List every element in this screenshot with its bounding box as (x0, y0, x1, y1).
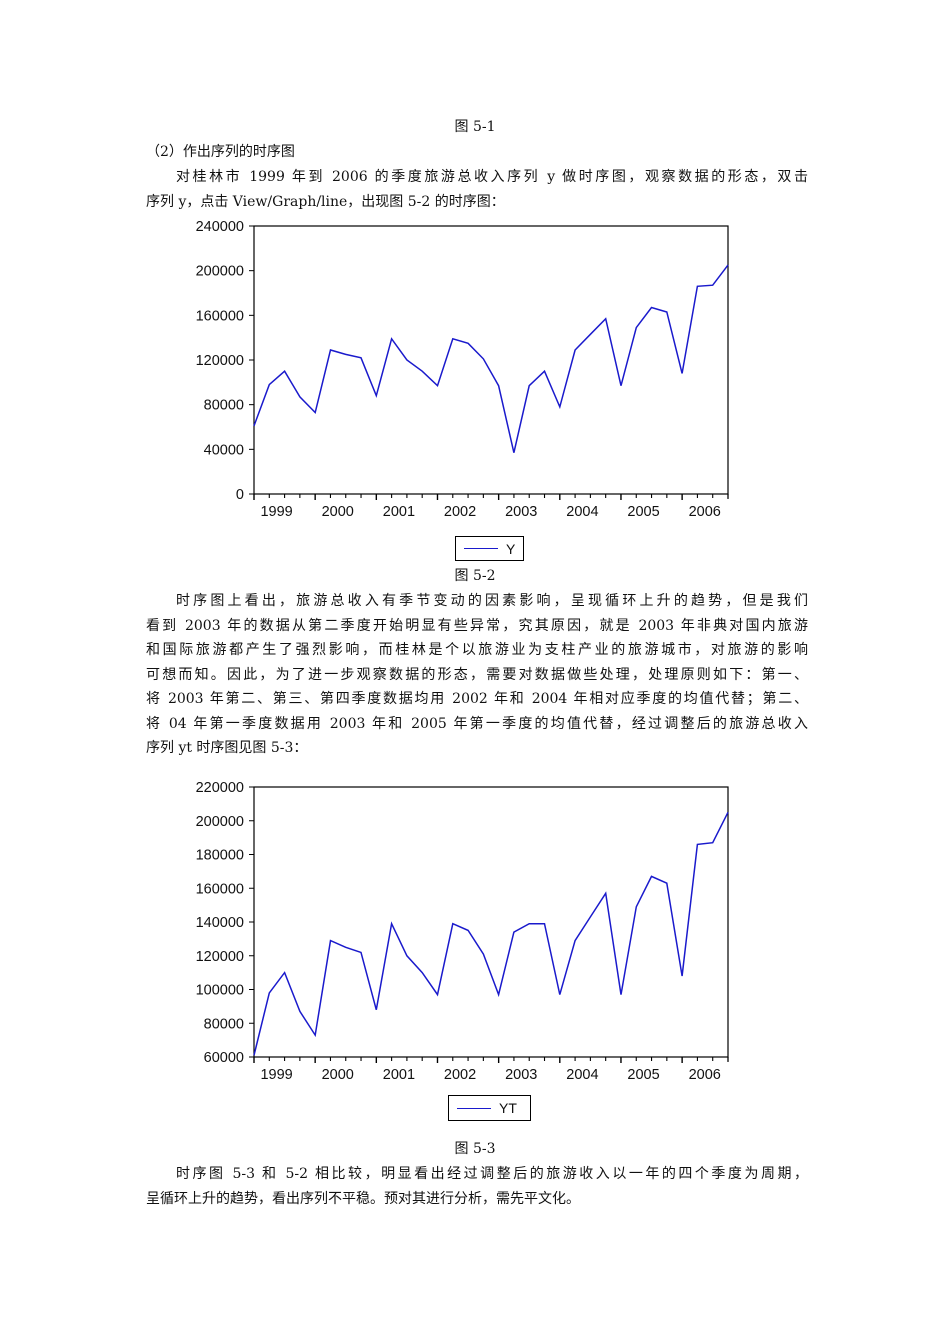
legend-label: YT (499, 1100, 517, 1116)
y-tick-label: 0 (236, 487, 244, 503)
y-tick-label: 80000 (204, 398, 244, 414)
y-tick-label: 120000 (196, 949, 244, 965)
paragraph-line: 将 04 年第一季度数据用 2003 年和 2005 年第一季度的均值代替，经过… (146, 715, 808, 732)
paragraph-line: 时序图上看出，旅游总收入有季节变动的因素影响，呈现循环上升的趋势，但是我们 (176, 593, 808, 609)
intro-paragraph: 对桂林市 1999 年到 2006 的季度旅游总收入序列 y 做时序图，观察数据… (146, 165, 808, 214)
x-tick-label: 2005 (627, 504, 659, 520)
paragraph-line: 时序图 5-3 和 5-2 相比较，明显看出经过调整后的旅游收入以一年的四个季度… (176, 1166, 808, 1182)
y-tick-label: 240000 (196, 219, 244, 235)
paragraph-line: 和国际旅游都产生了强烈影响，而桂林是个以旅游业为支柱产业的旅游城市，对旅游的影响 (146, 642, 808, 658)
paragraph-line: 看到 2003 年的数据从第二季度开始明显有些异常，究其原因，就是 2003 年… (146, 617, 808, 634)
analysis-paragraph: 时序图上看出，旅游总收入有季节变动的因素影响，呈现循环上升的趋势，但是我们 看到… (146, 589, 808, 761)
paragraph-line: 将 2003 年第二、第三、第四季度数据均用 2002 年和 2004 年相对应… (146, 691, 808, 707)
series-line-y (253, 264, 729, 453)
x-tick-label: 2000 (322, 1067, 354, 1083)
chart-canvas: 0 40000 80000 120000 160000 200000 240000 1999 2… (196, 219, 729, 520)
x-tick-label: 1999 (260, 1067, 292, 1083)
x-tick-label: 2003 (505, 504, 537, 520)
x-tick-label: 2005 (627, 1067, 659, 1083)
legend-line-swatch (464, 548, 498, 549)
paragraph-line: 序列 y，点击 View/Graph/line，出现图 5-2 的时序图： (146, 193, 505, 210)
y-tick-label: 160000 (196, 308, 244, 324)
x-tick-label: 1999 (260, 504, 292, 520)
figure-5-3-caption: 图 5-3 (454, 1141, 496, 1157)
x-tick-label: 2002 (444, 1067, 476, 1083)
x-tick-label: 2006 (689, 504, 721, 520)
paragraph-line: 序列 yt 时序图见图 5-3： (146, 740, 308, 756)
y-tick-label: 120000 (196, 353, 244, 369)
plot-frame (253, 786, 729, 1058)
x-tick-label: 2006 (689, 1067, 721, 1083)
figure-5-1-caption: 图 5-1 (454, 119, 496, 135)
x-tick-label: 2001 (383, 504, 415, 520)
y-tick-label: 80000 (204, 1016, 244, 1032)
legend-label: Y (506, 540, 516, 557)
y-tick-label: 100000 (196, 983, 244, 999)
x-tick-label: 2002 (444, 504, 476, 520)
x-tick-label: 2004 (566, 1067, 598, 1083)
chart-canvas: 60000 80000 100000 120000 140000 160000 180000… (196, 780, 729, 1083)
paragraph-line: 呈循环上升的趋势，看出序列不平稳。预对其进行分析，需先平文化。 (146, 1190, 580, 1207)
y-tick-label: 60000 (204, 1050, 244, 1066)
conclusion-paragraph: 时序图 5-3 和 5-2 相比较，明显看出经过调整后的旅游收入以一年的四个季度… (146, 1162, 808, 1211)
x-tick-label: 2003 (505, 1067, 537, 1083)
chart-legend-y: Y (455, 536, 524, 561)
x-tick-label: 2000 (322, 504, 354, 520)
figure-5-2-caption: 图 5-2 (454, 568, 496, 584)
y-tick-label: 140000 (196, 915, 244, 931)
section-heading: （2）作出序列的时序图 (146, 144, 295, 160)
legend-line-swatch (457, 1107, 491, 1109)
y-tick-label: 180000 (196, 848, 244, 864)
y-tick-label: 220000 (196, 780, 244, 796)
x-tick-label: 2001 (383, 1067, 415, 1083)
y-tick-label: 200000 (196, 814, 244, 830)
series-line-yt (253, 811, 729, 1056)
y-tick-label: 40000 (204, 442, 244, 458)
paragraph-line: 对桂林市 1999 年到 2006 的季度旅游总收入序列 y 做时序图，观察数据… (176, 169, 808, 185)
y-tick-label: 160000 (196, 881, 244, 897)
x-tick-label: 2004 (566, 504, 598, 520)
paragraph-line: 可想而知。因此，为了进一步观察数据的形态，需要对数据做些处理，处理原则如下：第一… (146, 666, 808, 683)
y-tick-label: 200000 (196, 264, 244, 280)
chart-legend-yt: YT (448, 1095, 531, 1121)
